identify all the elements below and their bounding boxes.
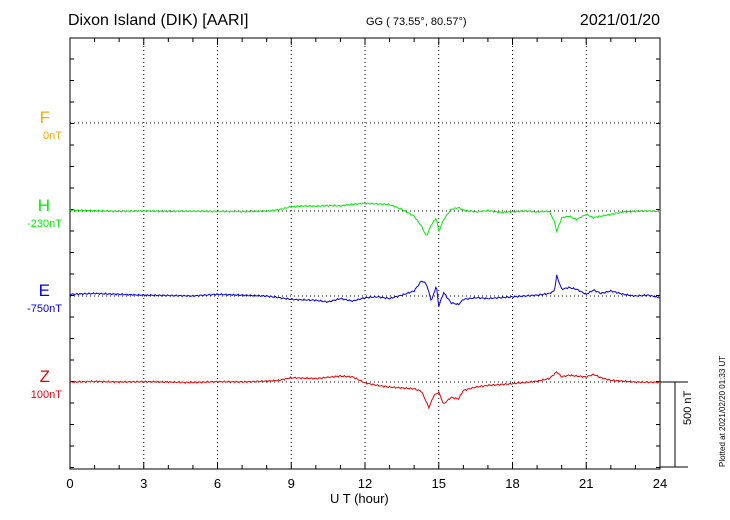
x-tick-label: 12	[357, 476, 373, 491]
baseline-label-h: -230nT	[27, 218, 62, 230]
component-label-e: E	[38, 281, 50, 300]
x-tick-label: 24	[652, 476, 668, 491]
component-label-z: Z	[39, 367, 50, 386]
x-tick-label: 6	[213, 476, 222, 491]
component-label-f: F	[39, 108, 50, 127]
baseline-label-e: -750nT	[27, 303, 62, 315]
series-line-z	[69, 371, 661, 410]
x-tick-label: 9	[287, 476, 295, 491]
series-line-h	[69, 202, 661, 236]
component-label-h: H	[37, 196, 50, 215]
x-tick-label: 3	[140, 476, 148, 491]
x-tick-label: 0	[66, 476, 74, 491]
date-label: 2021/01/20	[579, 12, 660, 29]
x-tick-label: 18	[505, 476, 520, 491]
series-line-e	[69, 274, 661, 307]
plotted-timestamp: Plotted at 2021/02/20 01:33 UT	[718, 355, 727, 467]
baseline-label-f: 0nT	[43, 130, 62, 142]
station-title: Dixon Island (DIK) [AARI]	[68, 12, 249, 29]
scale-bar-label: 500 nT	[682, 390, 694, 425]
baseline-label-z: 100nT	[30, 389, 62, 401]
x-tick-label: 15	[431, 476, 446, 491]
x-axis-label: U T (hour)	[330, 491, 389, 506]
x-tick-label: 21	[579, 476, 594, 491]
coordinates-label: GG ( 73.55°, 80.57°)	[366, 16, 467, 28]
